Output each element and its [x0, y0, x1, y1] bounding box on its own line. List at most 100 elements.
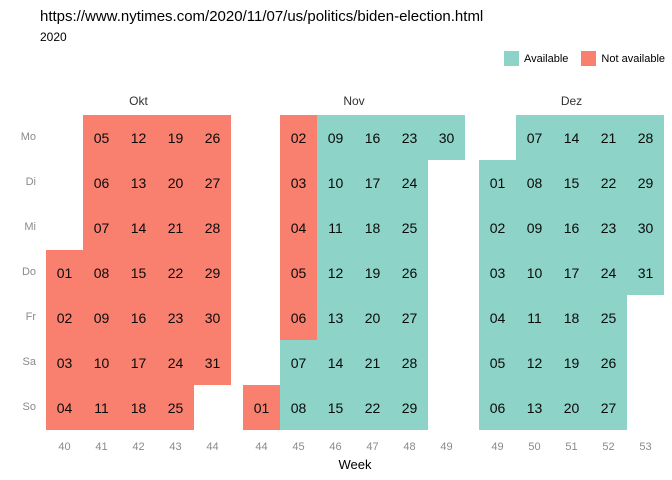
day-cell: 19	[553, 340, 590, 385]
week-axis-label: 42	[132, 441, 145, 453]
day-cell: 20	[553, 385, 590, 430]
week-axis-label: 49	[491, 441, 504, 453]
day-cell: 18	[354, 205, 391, 250]
day-cell: 28	[627, 115, 664, 160]
day-cell: 22	[354, 385, 391, 430]
week-axis-label: 50	[528, 441, 541, 453]
day-cell: 03	[280, 160, 317, 205]
month-label: Dez	[560, 94, 583, 108]
day-cell: 02	[479, 205, 516, 250]
day-cell: 14	[553, 115, 590, 160]
day-cell: 24	[157, 340, 194, 385]
day-cell: 04	[280, 205, 317, 250]
day-cell: 05	[83, 115, 120, 160]
day-cell: 19	[157, 115, 194, 160]
day-cell: 13	[317, 295, 354, 340]
day-cell: 21	[354, 340, 391, 385]
week-axis-label: 46	[329, 441, 342, 453]
day-cell: 01	[46, 250, 83, 295]
day-cell: 17	[553, 250, 590, 295]
legend-label: Not available	[601, 52, 665, 65]
page-title: https://www.nytimes.com/2020/11/07/us/po…	[40, 8, 484, 25]
day-cell: 12	[120, 115, 157, 160]
day-cell: 11	[317, 205, 354, 250]
day-cell: 18	[553, 295, 590, 340]
day-cell: 30	[194, 295, 231, 340]
day-cell: 03	[479, 250, 516, 295]
day-cell: 30	[428, 115, 465, 160]
day-cell: 12	[516, 340, 553, 385]
day-cell: 20	[354, 295, 391, 340]
day-cell: 22	[157, 250, 194, 295]
legend-swatch-icon	[581, 51, 597, 66]
legend-item: Available	[503, 51, 569, 66]
legend-label: Available	[523, 52, 569, 65]
day-cell: 13	[516, 385, 553, 430]
day-cell: 02	[46, 295, 83, 340]
day-cell: 01	[243, 385, 280, 430]
week-axis-label: 44	[255, 441, 268, 453]
day-axis-label: Di	[25, 175, 36, 188]
day-cell: 25	[590, 295, 627, 340]
day-cell: 01	[479, 160, 516, 205]
day-cell: 31	[627, 250, 664, 295]
week-axis-label: 44	[206, 441, 219, 453]
day-cell: 05	[280, 250, 317, 295]
day-cell: 10	[516, 250, 553, 295]
day-cell: 31	[194, 340, 231, 385]
day-cell: 24	[590, 250, 627, 295]
day-axis-label: Fr	[25, 310, 36, 323]
day-cell: 03	[46, 340, 83, 385]
day-cell: 07	[516, 115, 553, 160]
day-cell: 12	[317, 250, 354, 295]
day-cell: 10	[317, 160, 354, 205]
legend-swatch-icon	[503, 51, 519, 66]
day-cell: 10	[83, 340, 120, 385]
day-cell: 29	[627, 160, 664, 205]
day-cell: 13	[120, 160, 157, 205]
day-cell: 16	[120, 295, 157, 340]
day-cell: 19	[354, 250, 391, 295]
day-cell: 28	[391, 340, 428, 385]
day-cell: 15	[317, 385, 354, 430]
day-cell: 07	[280, 340, 317, 385]
day-cell: 26	[590, 340, 627, 385]
day-cell: 07	[83, 205, 120, 250]
day-cell: 27	[590, 385, 627, 430]
day-cell: 15	[553, 160, 590, 205]
day-cell: 26	[194, 115, 231, 160]
week-axis-label: 49	[440, 441, 453, 453]
day-cell: 23	[157, 295, 194, 340]
day-cell: 23	[590, 205, 627, 250]
day-cell: 25	[157, 385, 194, 430]
day-cell: 21	[590, 115, 627, 160]
day-cell: 05	[479, 340, 516, 385]
day-cell: 11	[516, 295, 553, 340]
day-cell: 20	[157, 160, 194, 205]
day-cell: 06	[280, 295, 317, 340]
day-cell: 27	[194, 160, 231, 205]
week-axis-label: 43	[169, 441, 182, 453]
day-cell: 06	[83, 160, 120, 205]
day-cell: 02	[280, 115, 317, 160]
day-axis-label: Mo	[20, 130, 36, 143]
day-cell: 04	[479, 295, 516, 340]
day-cell: 23	[391, 115, 428, 160]
day-cell: 29	[391, 385, 428, 430]
day-cell: 15	[120, 250, 157, 295]
day-axis-label: Sa	[22, 355, 36, 368]
day-cell: 29	[194, 250, 231, 295]
day-cell: 14	[120, 205, 157, 250]
day-cell: 08	[280, 385, 317, 430]
week-axis-label: 52	[602, 441, 615, 453]
day-cell: 25	[391, 205, 428, 250]
week-axis-label: 47	[366, 441, 379, 453]
day-cell: 16	[354, 115, 391, 160]
day-cell: 21	[157, 205, 194, 250]
day-cell: 17	[120, 340, 157, 385]
week-axis-label: 51	[565, 441, 578, 453]
day-axis-label: So	[22, 400, 36, 413]
week-axis-label: 48	[403, 441, 416, 453]
day-cell: 28	[194, 205, 231, 250]
